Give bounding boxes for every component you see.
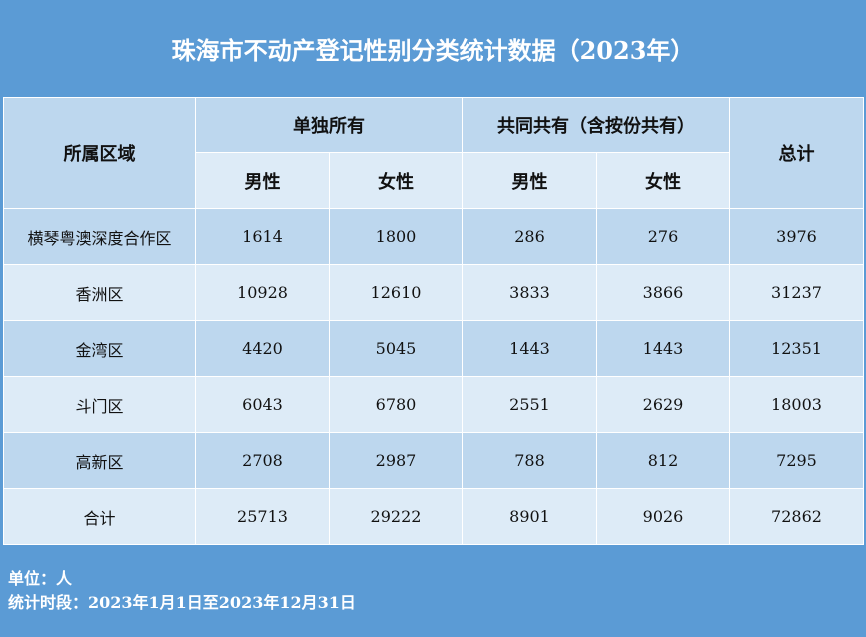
cell-region: 香洲区 [3,264,196,321]
cell-joint-female: 276 [596,208,730,265]
cell-region: 合计 [3,488,196,545]
cell-sole-female: 12610 [329,264,463,321]
cell-joint-male: 8901 [462,488,597,545]
cell-sole-male: 6043 [195,376,330,433]
cell-sole-male: 10928 [195,264,330,321]
table-row: 香洲区 10928 12610 3833 3866 31237 [3,264,864,321]
cell-total: 7295 [729,432,864,489]
cell-region: 横琴粤澳深度合作区 [3,208,196,265]
cell-joint-female: 3866 [596,264,730,321]
header-region: 所属区域 [3,97,196,209]
table-row: 金湾区 4420 5045 1443 1443 12351 [3,320,864,377]
cell-joint-male: 3833 [462,264,597,321]
cell-joint-male: 1443 [462,320,597,377]
cell-total: 3976 [729,208,864,265]
header-total: 总计 [729,97,864,209]
cell-total: 72862 [729,488,864,545]
cell-total: 31237 [729,264,864,321]
table-footer: 单位：人 统计时段：2023年1月1日至2023年12月31日 [8,567,356,615]
header-sole-male: 男性 [195,152,330,209]
table-row-total: 合计 25713 29222 8901 9026 72862 [3,488,864,545]
cell-joint-male: 286 [462,208,597,265]
cell-joint-female: 812 [596,432,730,489]
cell-sole-male: 4420 [195,320,330,377]
table-row: 斗门区 6043 6780 2551 2629 18003 [3,376,864,433]
cell-sole-female: 6780 [329,376,463,433]
page-title: 珠海市不动产登记性别分类统计数据（2023年） [171,36,695,65]
cell-joint-female: 1443 [596,320,730,377]
cell-region: 高新区 [3,432,196,489]
cell-joint-male: 788 [462,432,597,489]
header-sole-ownership: 单独所有 [195,97,463,153]
period-note: 统计时段：2023年1月1日至2023年12月31日 [8,593,356,612]
cell-region: 斗门区 [3,376,196,433]
cell-joint-male: 2551 [462,376,597,433]
cell-sole-male: 1614 [195,208,330,265]
header-sole-female: 女性 [329,152,463,209]
cell-total: 12351 [729,320,864,377]
statistics-table: 所属区域 单独所有 共同共有（含按份共有） 总计 男性 女性 男性 女性 横琴粤… [3,97,864,545]
header-joint-female: 女性 [596,152,730,209]
cell-sole-female: 2987 [329,432,463,489]
header-joint-male: 男性 [462,152,597,209]
cell-sole-male: 2708 [195,432,330,489]
cell-sole-female: 1800 [329,208,463,265]
header-joint-ownership: 共同共有（含按份共有） [462,97,730,153]
cell-total: 18003 [729,376,864,433]
cell-joint-female: 2629 [596,376,730,433]
table-row: 高新区 2708 2987 788 812 7295 [3,432,864,489]
cell-sole-female: 29222 [329,488,463,545]
table-row: 横琴粤澳深度合作区 1614 1800 286 276 3976 [3,208,864,265]
cell-sole-female: 5045 [329,320,463,377]
unit-note: 单位：人 [8,569,73,588]
cell-region: 金湾区 [3,320,196,377]
cell-joint-female: 9026 [596,488,730,545]
cell-sole-male: 25713 [195,488,330,545]
